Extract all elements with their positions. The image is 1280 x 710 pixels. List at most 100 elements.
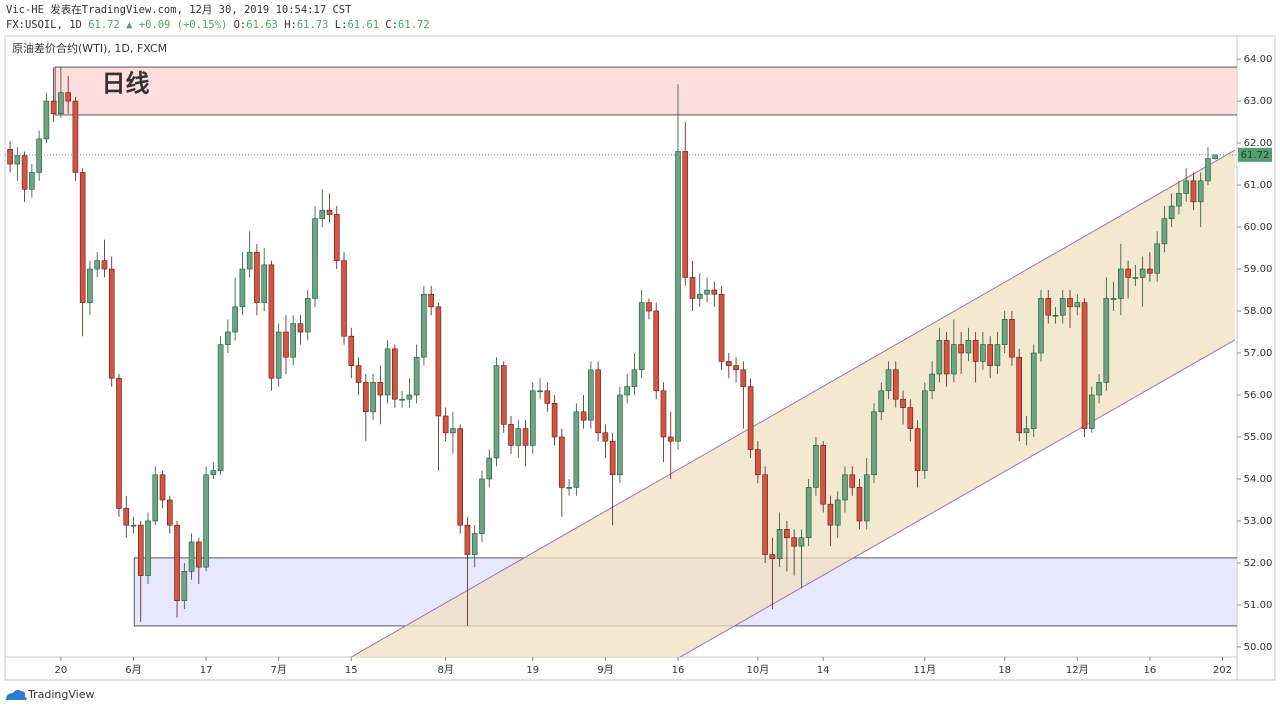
ohlc-value: 61.63 — [246, 19, 278, 31]
plot — [5, 66, 1237, 657]
candle-body — [689, 277, 696, 299]
candle-body — [1074, 302, 1081, 308]
candle-body — [1059, 298, 1066, 316]
x-tick-label: 14 — [817, 665, 830, 676]
candle-body — [1176, 193, 1182, 207]
candle-body — [1183, 180, 1189, 194]
candle-body — [1212, 154, 1219, 159]
candle-body — [943, 340, 950, 375]
candle-body — [370, 382, 376, 413]
y-tick-label: 55.00 — [1244, 432, 1273, 443]
candle-body — [1009, 319, 1015, 358]
candle-body — [450, 428, 456, 434]
candle-body — [856, 487, 863, 522]
chart-frame — [4, 35, 1276, 681]
candle-body — [595, 369, 601, 434]
y-tick-label: 59.00 — [1244, 264, 1273, 275]
candle-body — [326, 209, 333, 215]
candle-body — [188, 541, 195, 572]
channel-line — [351, 149, 1236, 657]
candle-body — [726, 361, 732, 366]
candle-body — [878, 390, 885, 413]
candle-body — [196, 541, 202, 568]
candle-body — [428, 293, 434, 308]
candle-body — [1168, 205, 1175, 219]
candle-body — [1147, 268, 1153, 274]
candle-body — [43, 100, 50, 140]
candle-body — [283, 331, 289, 358]
candle-body — [1161, 218, 1168, 245]
candle-body — [638, 302, 645, 371]
y-tick-label: 50.00 — [1244, 642, 1273, 653]
y-tick-label: 56.00 — [1244, 390, 1273, 401]
symbol-line: FX:USOIL, 1D 61.72 ▲ +0.09 (+0.15%) O:61… — [6, 19, 430, 31]
candle-body — [333, 214, 340, 261]
candle-body — [784, 529, 790, 539]
candle-body — [508, 424, 514, 446]
candle-body — [747, 386, 754, 450]
candle-body — [602, 432, 609, 442]
candle-body — [588, 369, 594, 421]
x-tick-label: 9月 — [597, 664, 613, 676]
candle-body — [936, 340, 943, 375]
candle-body — [7, 149, 13, 165]
ohlc-key: C: — [385, 19, 398, 31]
candle-body — [646, 302, 652, 312]
candle-body — [363, 382, 369, 413]
candle-body — [210, 470, 217, 476]
candle-body — [718, 293, 725, 362]
candle-body — [1038, 298, 1044, 354]
candle-body — [159, 474, 166, 501]
candle-body — [297, 323, 304, 333]
candle-body — [515, 428, 522, 446]
logo: TradingView — [6, 688, 94, 701]
x-tick-label: 15 — [345, 665, 358, 676]
candle-body — [58, 92, 64, 114]
candle-body — [421, 293, 427, 358]
chart-title: 原油差价合约(WTI), 1D, FXCM — [12, 41, 167, 55]
x-tick-label: 17 — [200, 665, 213, 676]
candle-body — [805, 487, 812, 539]
candle-body — [958, 344, 964, 354]
candle-body — [682, 151, 689, 278]
candle-body — [145, 520, 151, 576]
x-tick-label: 20 — [55, 665, 68, 676]
candle-body — [392, 348, 398, 400]
candle-body — [704, 289, 710, 295]
candle-body — [994, 344, 1001, 366]
last-price-box — [1238, 147, 1272, 162]
candle-body — [341, 260, 347, 337]
candle-body — [261, 264, 267, 303]
candle-body — [254, 251, 260, 303]
candle-body — [559, 436, 565, 488]
candle-body — [399, 398, 405, 401]
candle-body — [290, 323, 297, 358]
candle-body — [675, 151, 681, 442]
candle-body — [551, 403, 558, 438]
candle-body — [885, 369, 892, 392]
price: 61.72 — [88, 19, 120, 31]
candle-body — [660, 390, 667, 438]
candle-body — [609, 440, 616, 476]
candle-body — [435, 306, 442, 417]
candle-body — [529, 390, 536, 446]
x-tick-label: 12月 — [1066, 664, 1089, 676]
candle-body — [268, 264, 275, 379]
candle-body — [413, 356, 420, 396]
candle-body — [813, 445, 819, 488]
candle-body — [537, 390, 543, 393]
ohlc-key: O: — [234, 19, 247, 31]
ohlc-key: H: — [284, 19, 297, 31]
candle-body — [573, 411, 580, 488]
candle-body — [914, 428, 921, 471]
x-tick-label: 8月 — [437, 664, 453, 676]
candle-body — [987, 344, 993, 366]
ohlc-value: 61.73 — [297, 19, 329, 31]
candle-body — [1197, 180, 1204, 203]
candle-body — [907, 407, 914, 429]
candle-body — [36, 138, 42, 173]
candle-body — [1016, 356, 1023, 434]
annotation: 日线 — [102, 69, 150, 97]
candle-body — [479, 478, 485, 534]
y-tick-label: 54.00 — [1244, 474, 1273, 485]
